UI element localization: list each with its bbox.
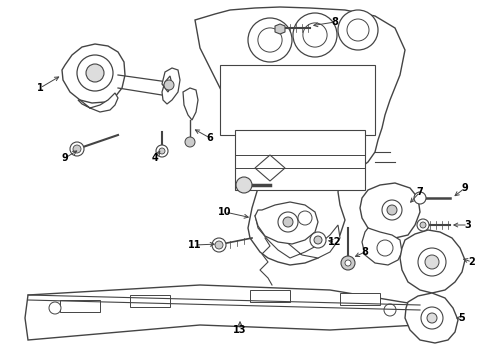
Circle shape [293, 13, 337, 57]
Text: 10: 10 [218, 207, 232, 217]
Polygon shape [195, 7, 405, 265]
Circle shape [347, 19, 369, 41]
Polygon shape [255, 202, 318, 244]
Circle shape [377, 240, 393, 256]
Circle shape [414, 192, 426, 204]
Bar [340, 293, 380, 305]
Circle shape [283, 217, 293, 227]
Polygon shape [360, 183, 420, 238]
Circle shape [215, 241, 223, 249]
Circle shape [77, 55, 113, 91]
Circle shape [49, 302, 61, 314]
Circle shape [298, 211, 312, 225]
Circle shape [341, 256, 355, 270]
Text: 11: 11 [188, 240, 202, 250]
Circle shape [427, 313, 437, 323]
Circle shape [418, 248, 446, 276]
Text: 12: 12 [328, 237, 342, 247]
Polygon shape [78, 93, 118, 112]
Circle shape [421, 307, 443, 329]
Circle shape [164, 80, 174, 90]
Text: 3: 3 [465, 220, 471, 230]
Text: 9: 9 [462, 183, 468, 193]
Circle shape [425, 255, 439, 269]
Polygon shape [183, 88, 198, 120]
Circle shape [384, 304, 396, 316]
Circle shape [420, 222, 426, 228]
Polygon shape [362, 228, 402, 265]
Polygon shape [400, 230, 465, 293]
Text: 8: 8 [332, 17, 339, 27]
Circle shape [382, 200, 402, 220]
Bar [235, 130, 365, 190]
Circle shape [303, 23, 327, 47]
Polygon shape [405, 293, 458, 343]
Circle shape [258, 28, 282, 52]
Text: 13: 13 [233, 325, 247, 335]
Polygon shape [255, 215, 340, 258]
Text: 1: 1 [37, 83, 44, 93]
Circle shape [86, 64, 104, 82]
Circle shape [310, 232, 326, 248]
Circle shape [345, 260, 351, 266]
Bar [60, 300, 100, 312]
Circle shape [156, 145, 168, 157]
Circle shape [338, 10, 378, 50]
Polygon shape [62, 44, 125, 103]
Text: 4: 4 [151, 153, 158, 163]
Bar [250, 290, 290, 302]
Circle shape [417, 219, 429, 231]
Bar [220, 65, 375, 135]
Circle shape [73, 145, 81, 153]
Text: 9: 9 [62, 153, 69, 163]
Circle shape [248, 18, 292, 62]
Circle shape [185, 137, 195, 147]
Circle shape [236, 177, 252, 193]
Polygon shape [255, 155, 285, 181]
Bar [130, 295, 170, 307]
Circle shape [278, 212, 298, 232]
Circle shape [159, 148, 165, 154]
Text: 5: 5 [459, 313, 466, 323]
Text: 2: 2 [468, 257, 475, 267]
Polygon shape [162, 68, 180, 104]
Circle shape [70, 142, 84, 156]
Text: 6: 6 [207, 133, 213, 143]
Circle shape [212, 238, 226, 252]
Polygon shape [25, 285, 420, 340]
Text: 7: 7 [416, 187, 423, 197]
Polygon shape [275, 24, 285, 34]
Text: 8: 8 [362, 247, 368, 257]
Circle shape [387, 205, 397, 215]
Circle shape [314, 236, 322, 244]
